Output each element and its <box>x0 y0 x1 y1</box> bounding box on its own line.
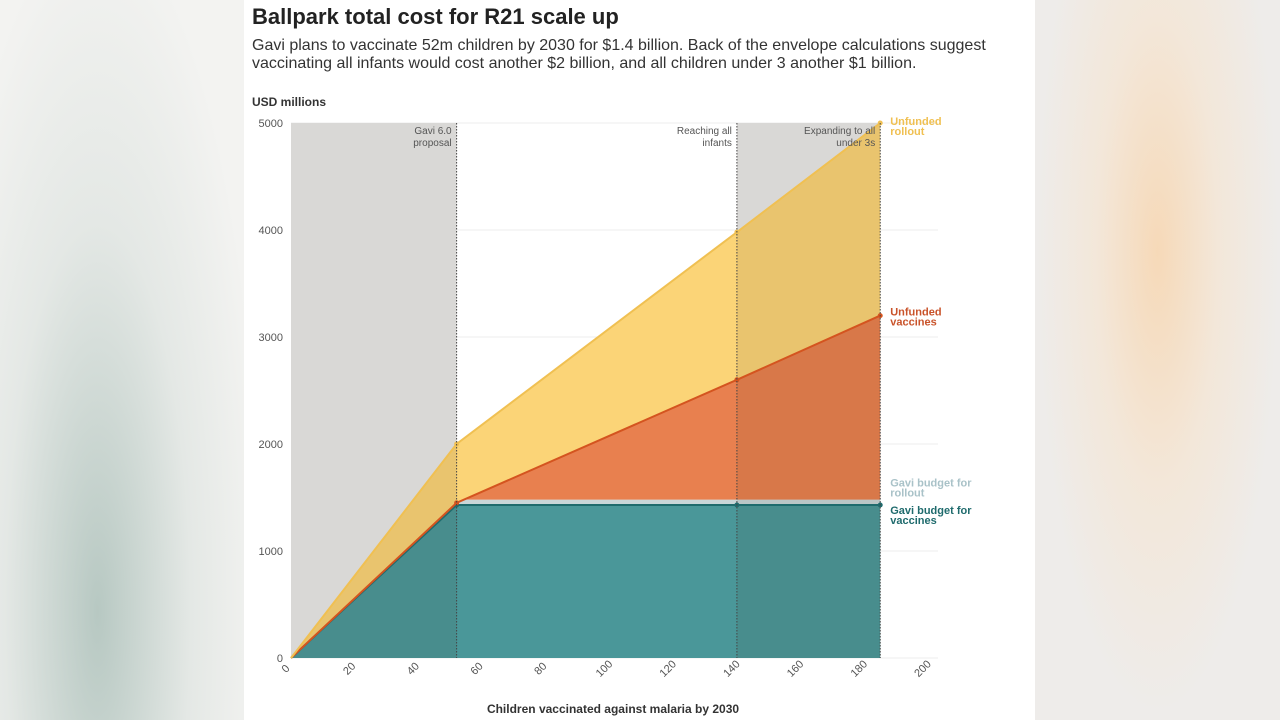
chart-panel: Ballpark total cost for R21 scale up Gav… <box>244 0 1035 720</box>
x-tick-label: 180 <box>849 658 870 679</box>
x-tick-label: 80 <box>532 660 549 677</box>
x-tick-label: 100 <box>594 658 615 679</box>
series-label: Unfunded <box>890 307 941 319</box>
x-tick-label: 0 <box>280 663 293 676</box>
series-label: Gavi budget for <box>890 478 972 490</box>
y-tick-label: 2000 <box>259 439 283 451</box>
background-right <box>1035 0 1280 720</box>
annotation-label: Expanding to all <box>804 126 875 137</box>
x-tick-label: 20 <box>341 660 358 677</box>
x-tick-label: 140 <box>721 658 742 679</box>
y-tick-label: 5000 <box>259 118 283 130</box>
y-tick-label: 4000 <box>259 225 283 237</box>
series-label: vaccines <box>890 317 936 329</box>
chart-title: Ballpark total cost for R21 scale up <box>252 4 619 29</box>
x-tick-label: 160 <box>785 658 806 679</box>
y-axis-label: USD millions <box>252 95 326 109</box>
series-label: rollout <box>890 488 925 500</box>
annotation-label: infants <box>702 138 731 149</box>
x-tick-label: 120 <box>658 658 679 679</box>
series-label: Gavi budget for <box>890 505 972 517</box>
annotation-label: under 3s <box>836 138 875 149</box>
annotation-label: Gavi 6.0 <box>414 126 452 137</box>
y-tick-label: 0 <box>277 653 283 665</box>
x-tick-label: 60 <box>469 660 486 677</box>
x-axis-label: Children vaccinated against malaria by 2… <box>487 702 739 716</box>
shaded-overlay <box>291 123 457 658</box>
data-point <box>734 377 740 383</box>
area-unfunded-vaccines <box>291 315 881 658</box>
background-left <box>0 0 244 720</box>
data-point <box>454 500 460 506</box>
chart-subtitle: Gavi plans to vaccinate 52m children by … <box>252 37 986 72</box>
series-line <box>290 314 881 659</box>
area-chart: USD millions Children vaccinated against… <box>252 95 972 716</box>
x-tick-label: 40 <box>405 660 422 677</box>
y-tick-label: 3000 <box>259 332 283 344</box>
annotation-label: proposal <box>413 138 451 149</box>
annotation-label: Reaching all <box>677 126 732 137</box>
series-label: rollout <box>890 126 925 138</box>
x-tick-label: 200 <box>912 658 933 679</box>
area-unfunded-rollout <box>291 123 881 658</box>
y-tick-label: 1000 <box>259 546 283 558</box>
series-line <box>290 122 881 659</box>
series-label: vaccines <box>890 515 936 527</box>
shaded-overlay <box>736 123 881 658</box>
series-label: Unfunded <box>890 116 941 128</box>
area-gavi-budget-for-vaccines <box>291 504 881 658</box>
